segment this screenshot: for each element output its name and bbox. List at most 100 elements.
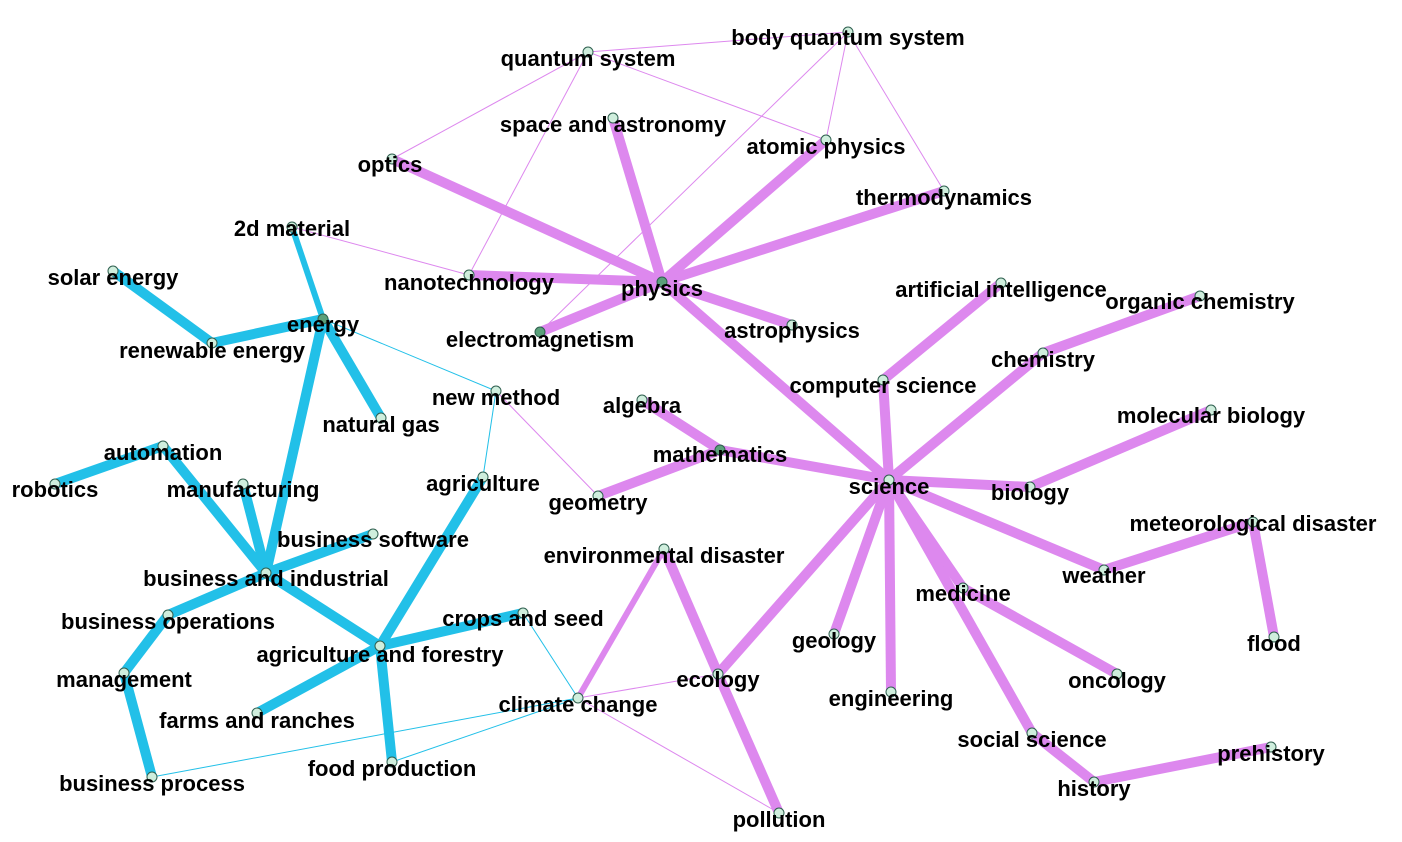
node-business-and-industrial[interactable] <box>260 567 272 579</box>
node-label-astrophysics: astrophysics <box>724 318 860 343</box>
node-label-social-science: social science <box>957 727 1106 752</box>
node-atomic-physics[interactable] <box>820 134 832 146</box>
node-automation[interactable] <box>157 440 169 452</box>
node-space-and-astronomy[interactable] <box>607 112 619 124</box>
node-label-manufacturing: manufacturing <box>167 477 320 502</box>
node-label-optics: optics <box>358 152 423 177</box>
node-prehistory[interactable] <box>1265 741 1277 753</box>
edge-climate-change-to-business-process <box>151 697 579 778</box>
edge-solar-energy-to-renewable-energy <box>110 266 215 348</box>
node-mathematics[interactable] <box>714 444 726 456</box>
edge-automation-to-robotics <box>53 441 165 489</box>
node-business-operations[interactable] <box>162 609 174 621</box>
edge-medicine-to-oncology <box>960 583 1120 679</box>
node-label-atomic-physics: atomic physics <box>747 134 906 159</box>
edge-business-and-industrial-to-business-operations <box>166 568 268 620</box>
node-label-artificial-intelligence: artificial intelligence <box>895 277 1107 302</box>
node-renewable-energy[interactable] <box>206 337 218 349</box>
edge-agriculture-and-forestry-to-food-production <box>375 645 397 763</box>
node-label-organic-chemistry: organic chemistry <box>1105 289 1295 314</box>
node-farms-and-ranches[interactable] <box>251 707 263 719</box>
node-computer-science[interactable] <box>877 374 889 386</box>
node-label-agriculture: agriculture <box>426 471 540 496</box>
edge-business-and-industrial-to-agriculture-and-forestry <box>263 568 383 651</box>
edge-physics-to-electromagnetism <box>538 277 664 337</box>
node-molecular-biology[interactable] <box>1205 404 1217 416</box>
node-robotics[interactable] <box>49 478 61 490</box>
node-2d-material[interactable] <box>286 221 298 233</box>
node-label-chemistry: chemistry <box>991 347 1096 372</box>
node-algebra[interactable] <box>636 394 648 406</box>
node-label-nanotechnology: nanotechnology <box>384 270 555 295</box>
node-nanotechnology[interactable] <box>463 269 475 281</box>
node-artificial-intelligence[interactable] <box>995 277 1007 289</box>
node-business-process[interactable] <box>146 771 158 783</box>
node-astrophysics[interactable] <box>786 319 798 331</box>
node-food-production[interactable] <box>386 756 398 768</box>
node-geometry[interactable] <box>592 490 604 502</box>
node-label-ecology: ecology <box>676 667 760 692</box>
node-solar-energy[interactable] <box>107 265 119 277</box>
node-geology[interactable] <box>828 628 840 640</box>
node-electromagnetism[interactable] <box>534 326 546 338</box>
node-label-prehistory: prehistory <box>1217 741 1325 766</box>
node-social-science[interactable] <box>1026 727 1038 739</box>
node-business-software[interactable] <box>367 528 379 540</box>
edge-climate-change-to-pollution <box>577 697 780 814</box>
node-label-meteorological-disaster: meteorological disaster <box>1130 511 1377 536</box>
node-label-computer-science: computer science <box>789 373 976 398</box>
node-management[interactable] <box>118 667 130 679</box>
node-label-engineering: engineering <box>829 686 954 711</box>
node-environmental-disaster[interactable] <box>658 543 670 555</box>
node-agriculture[interactable] <box>477 471 489 483</box>
node-quantum-system[interactable] <box>582 46 594 58</box>
edge-physics-to-science <box>658 278 893 484</box>
node-oncology[interactable] <box>1111 668 1123 680</box>
node-chemistry[interactable] <box>1037 347 1049 359</box>
node-organic-chemistry[interactable] <box>1194 290 1206 302</box>
node-label-agriculture-and-forestry: agriculture and forestry <box>257 642 505 667</box>
node-weather[interactable] <box>1098 564 1110 576</box>
node-ecology[interactable] <box>712 668 724 680</box>
node-flood[interactable] <box>1268 631 1280 643</box>
edge-meteorological-disaster-to-flood <box>1248 521 1279 638</box>
edge-quantum-system-to-body-quantum-system <box>587 31 849 53</box>
node-agriculture-and-forestry[interactable] <box>374 640 386 652</box>
node-thermodynamics[interactable] <box>938 185 950 197</box>
node-climate-change[interactable] <box>572 692 584 704</box>
node-history[interactable] <box>1088 776 1100 788</box>
edge-body-quantum-system-to-thermodynamics <box>847 31 945 192</box>
node-label-2d-material: 2d material <box>234 216 350 241</box>
node-label-mathematics: mathematics <box>653 442 788 467</box>
node-label-space-and-astronomy: space and astronomy <box>500 112 727 137</box>
node-label-crops-and-seed: crops and seed <box>442 606 603 631</box>
node-medicine[interactable] <box>957 582 969 594</box>
node-new-method[interactable] <box>490 385 502 397</box>
node-manufacturing[interactable] <box>237 478 249 490</box>
node-meteorological-disaster[interactable] <box>1247 516 1259 528</box>
node-physics[interactable] <box>656 276 668 288</box>
node-body-quantum-system[interactable] <box>842 26 854 38</box>
node-crops-and-seed[interactable] <box>517 607 529 619</box>
edge-manufacturing-to-business-and-industrial <box>238 482 271 575</box>
edge-physics-to-astrophysics <box>660 277 794 330</box>
edge-physics-to-space-and-astronomy <box>608 116 667 284</box>
edge-agriculture-to-agriculture-and-forestry <box>375 474 488 649</box>
edge-science-to-geology <box>829 478 894 636</box>
node-energy[interactable] <box>317 313 329 325</box>
edge-computer-science-to-artificial-intelligence <box>879 279 1005 384</box>
node-science[interactable] <box>883 474 895 486</box>
edge-automation-to-business-and-industrial <box>159 442 270 577</box>
node-optics[interactable] <box>386 153 398 165</box>
node-label-food-production: food production <box>308 756 477 781</box>
node-pollution[interactable] <box>773 807 785 819</box>
edge-new-method-to-geometry <box>495 390 599 497</box>
node-label-biology: biology <box>991 480 1070 505</box>
edge-body-quantum-system-to-atomic-physics <box>825 31 849 141</box>
node-engineering[interactable] <box>885 686 897 698</box>
edge-ecology-to-pollution <box>713 671 784 816</box>
node-label-business-and-industrial: business and industrial <box>143 566 389 591</box>
node-natural-gas[interactable] <box>375 412 387 424</box>
node-biology[interactable] <box>1024 481 1036 493</box>
